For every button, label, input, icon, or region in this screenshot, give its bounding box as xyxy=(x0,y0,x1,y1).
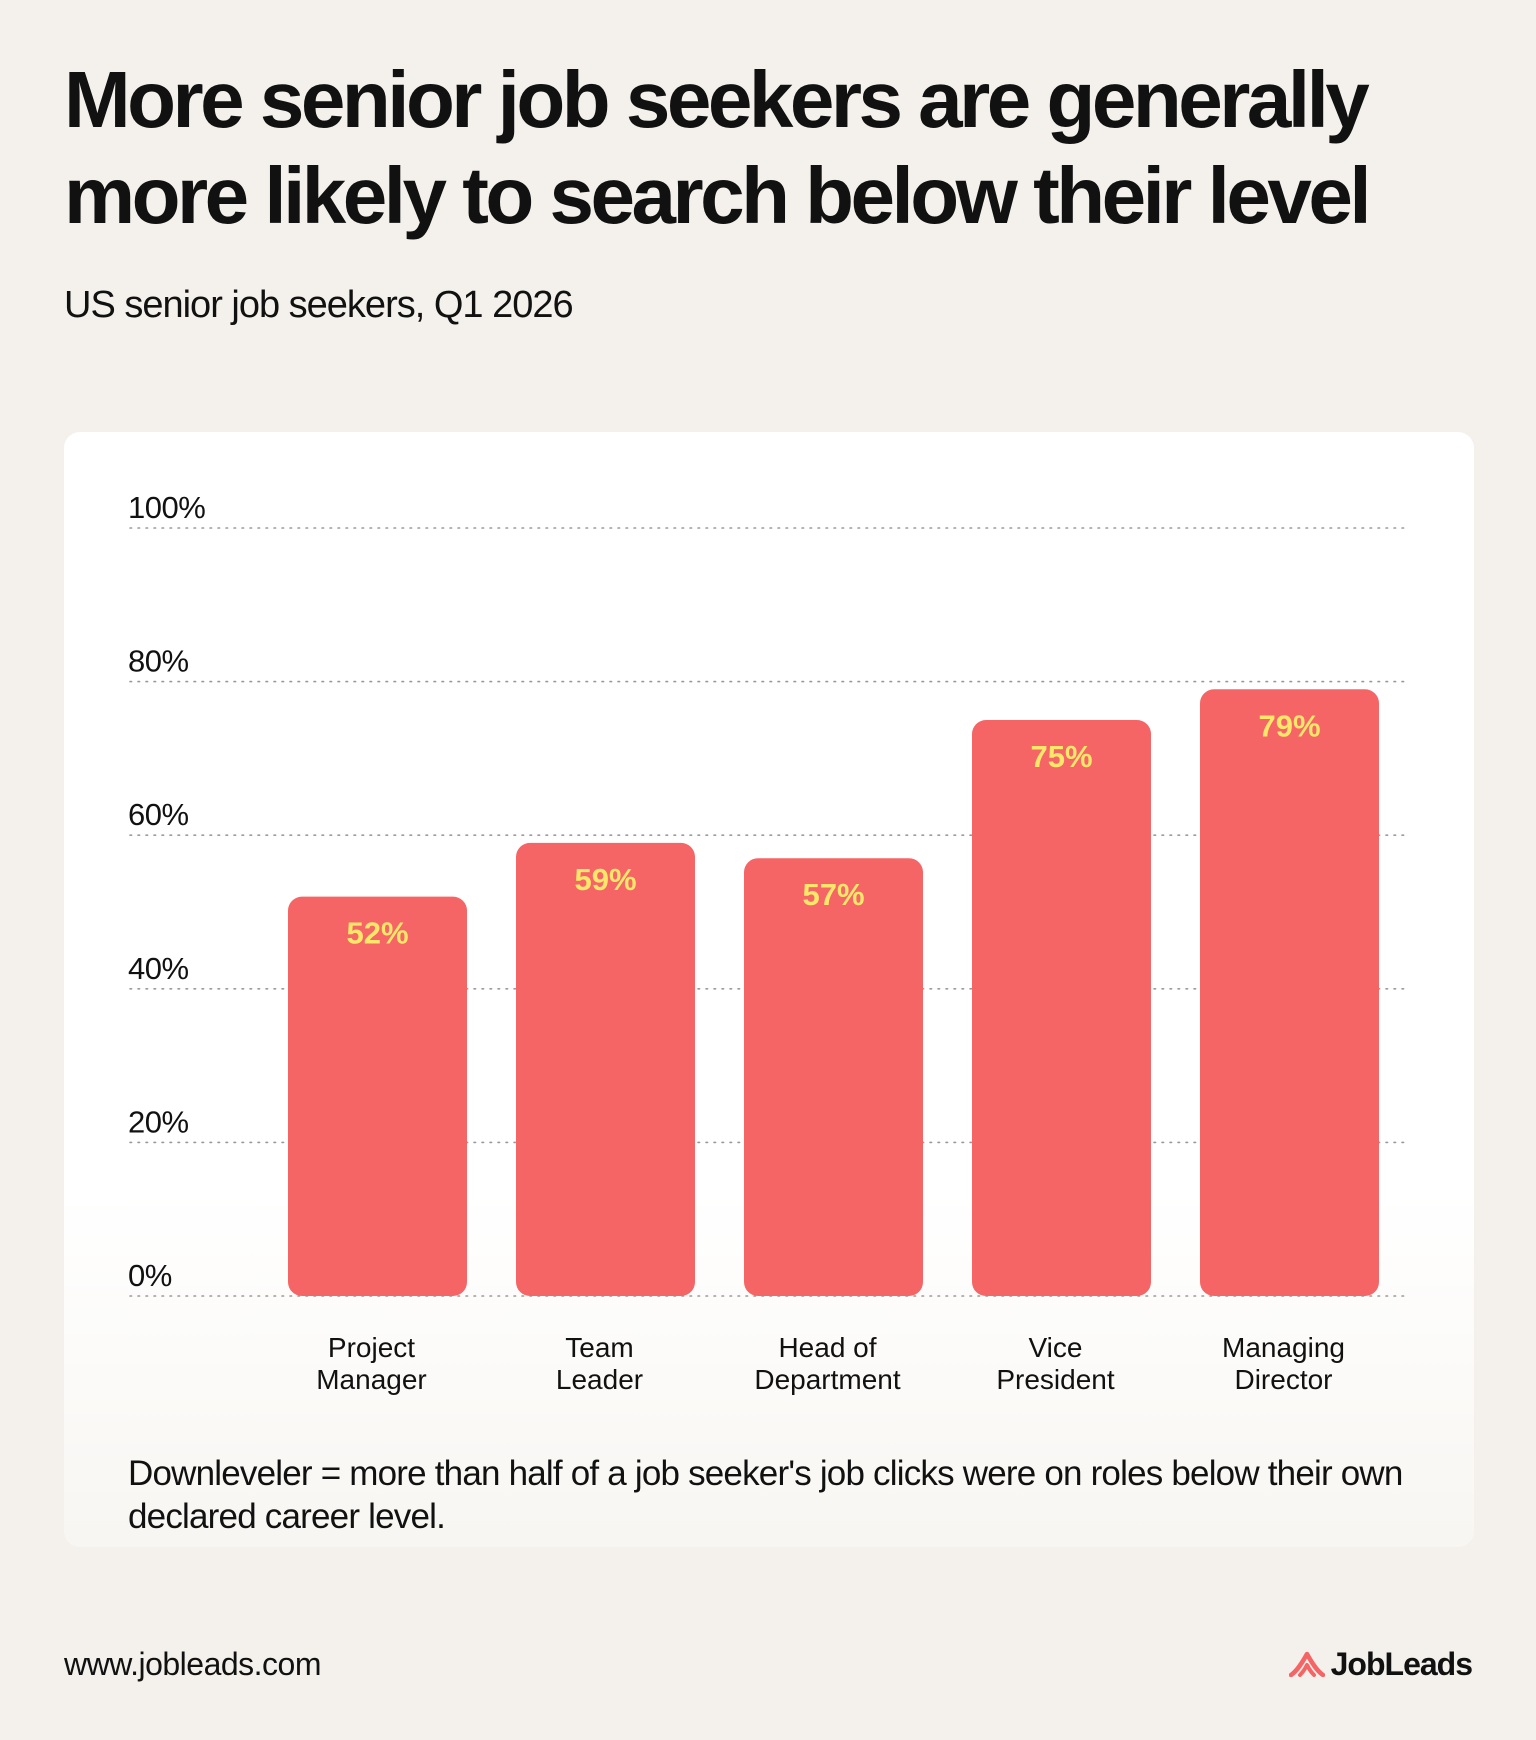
page-title: More senior job seekers are generally mo… xyxy=(64,55,1372,240)
x-tick-label: President xyxy=(996,1364,1115,1395)
data-label: 75% xyxy=(1030,739,1092,774)
x-tick-label: Vice xyxy=(1029,1332,1083,1363)
y-tick-label: 100% xyxy=(128,490,205,525)
x-tick-label: Managing xyxy=(1222,1332,1345,1363)
footer-url[interactable]: www.jobleads.com xyxy=(64,1646,322,1682)
x-tick-label: Manager xyxy=(316,1364,427,1395)
data-label: 57% xyxy=(802,877,864,912)
y-tick-label: 80% xyxy=(128,644,189,679)
x-tick-label: Project xyxy=(328,1332,415,1363)
bar xyxy=(744,858,923,1296)
x-tick-label: Team xyxy=(565,1332,633,1363)
x-tick-label: Leader xyxy=(556,1364,643,1395)
data-label: 52% xyxy=(346,916,408,951)
brand[interactable]: JobLeads xyxy=(1288,1644,1473,1684)
bar xyxy=(972,720,1151,1296)
bar xyxy=(288,896,467,1296)
y-tick-label: 0% xyxy=(128,1258,172,1293)
y-tick-label: 20% xyxy=(128,1104,189,1139)
y-tick-label: 40% xyxy=(128,951,189,986)
footnote: Downleveler = more than half of a job se… xyxy=(128,1454,1403,1536)
x-tick-label: Head of xyxy=(778,1332,876,1363)
data-label: 59% xyxy=(574,862,636,897)
bar xyxy=(1200,689,1379,1296)
y-tick-label: 60% xyxy=(128,797,189,832)
bar xyxy=(516,842,695,1296)
page-subtitle: US senior job seekers, Q1 2026 xyxy=(64,284,574,326)
x-tick-label: Department xyxy=(754,1364,901,1395)
jobleads-logo-icon xyxy=(1288,1651,1325,1677)
data-label: 79% xyxy=(1258,708,1320,743)
x-tick-label: Director xyxy=(1234,1364,1332,1395)
chart-card: 0% 20% 40% 60% 80% 100% 52% Project Manager 59% Te… xyxy=(64,432,1474,1547)
brand-name: JobLeads xyxy=(1330,1646,1473,1682)
